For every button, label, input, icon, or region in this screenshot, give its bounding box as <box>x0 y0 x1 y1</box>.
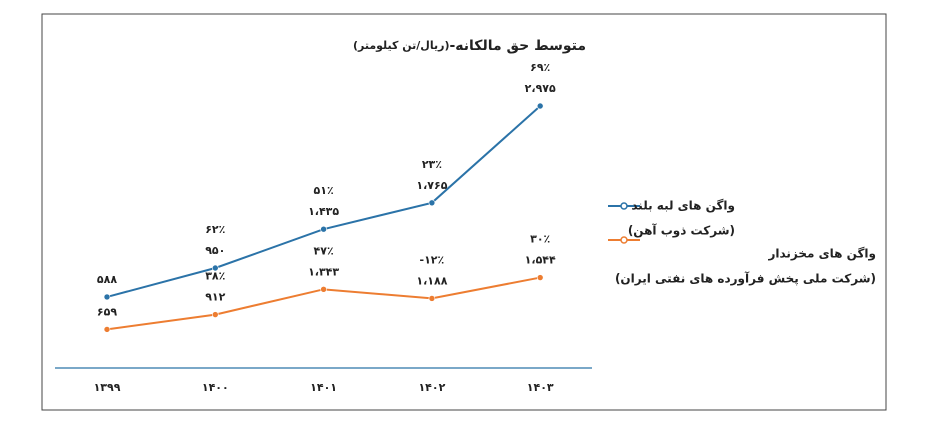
change-label: ۳۸٪ <box>205 270 225 283</box>
value-label: ۱،۷۶۵ <box>416 179 447 192</box>
value-label: ۹۱۲ <box>205 291 225 304</box>
legend-company: (شرکت ملی پخش فرآورده های نفتی ایران) <box>615 271 876 287</box>
value-label: ۱،۴۳۵ <box>308 205 339 218</box>
change-label: ۲۳٪ <box>422 158 442 171</box>
x-tick-label: ۱۴۰۱ <box>310 381 337 394</box>
legend-label: واگن های لبه بلند <box>631 199 735 214</box>
value-label: ۵۸۸ <box>97 273 117 286</box>
value-label: ۱،۳۴۳ <box>308 265 339 278</box>
legend-label: واگن های مخزندار <box>767 247 876 262</box>
change-label: ۶۹٪ <box>530 61 550 74</box>
data-point <box>103 293 111 301</box>
title-main: متوسط حق مالکانه- <box>449 38 586 54</box>
change-label: ۴۷٪ <box>314 244 334 257</box>
value-label: ۱،۵۴۴ <box>525 254 556 267</box>
legend-company: (شرکت ذوب آهن) <box>628 223 735 239</box>
x-tick-label: ۱۴۰۳ <box>527 381 554 394</box>
x-tick-label: ۱۴۰۲ <box>418 381 445 394</box>
data-point <box>428 199 436 207</box>
data-point <box>428 295 436 302</box>
x-tick-label: ۱۴۰۰ <box>202 381 229 394</box>
chart-title: متوسط حق مالکانه-(ریال/تن کیلومتر) <box>353 38 586 54</box>
change-label: ۶۲٪ <box>205 223 225 236</box>
value-label: ۱،۱۸۸ <box>416 274 447 287</box>
change-label: ۵۱٪ <box>314 184 334 197</box>
data-point <box>103 326 111 333</box>
data-point <box>536 274 544 281</box>
value-label: ۲،۹۷۵ <box>525 82 556 95</box>
series-line <box>106 276 541 331</box>
change-label: -۱۲٪ <box>420 253 445 266</box>
title-unit: (ریال/تن کیلومتر) <box>353 39 450 52</box>
legend-marker <box>620 202 628 210</box>
data-point <box>320 286 327 293</box>
data-point <box>320 225 327 233</box>
data-point <box>536 102 544 110</box>
legend-marker <box>620 236 628 244</box>
value-label: ۶۵۹ <box>97 305 117 318</box>
change-label: ۳۰٪ <box>530 233 550 246</box>
x-tick-label: ۱۳۹۹ <box>94 381 121 394</box>
data-point <box>212 264 219 272</box>
value-label: ۹۵۰ <box>205 244 225 257</box>
frame <box>41 13 887 411</box>
data-point <box>212 311 219 318</box>
